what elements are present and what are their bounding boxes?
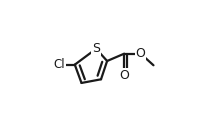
Text: Cl: Cl xyxy=(54,58,65,71)
Text: S: S xyxy=(92,42,100,55)
Text: O: O xyxy=(119,69,129,82)
Text: O: O xyxy=(136,47,146,60)
